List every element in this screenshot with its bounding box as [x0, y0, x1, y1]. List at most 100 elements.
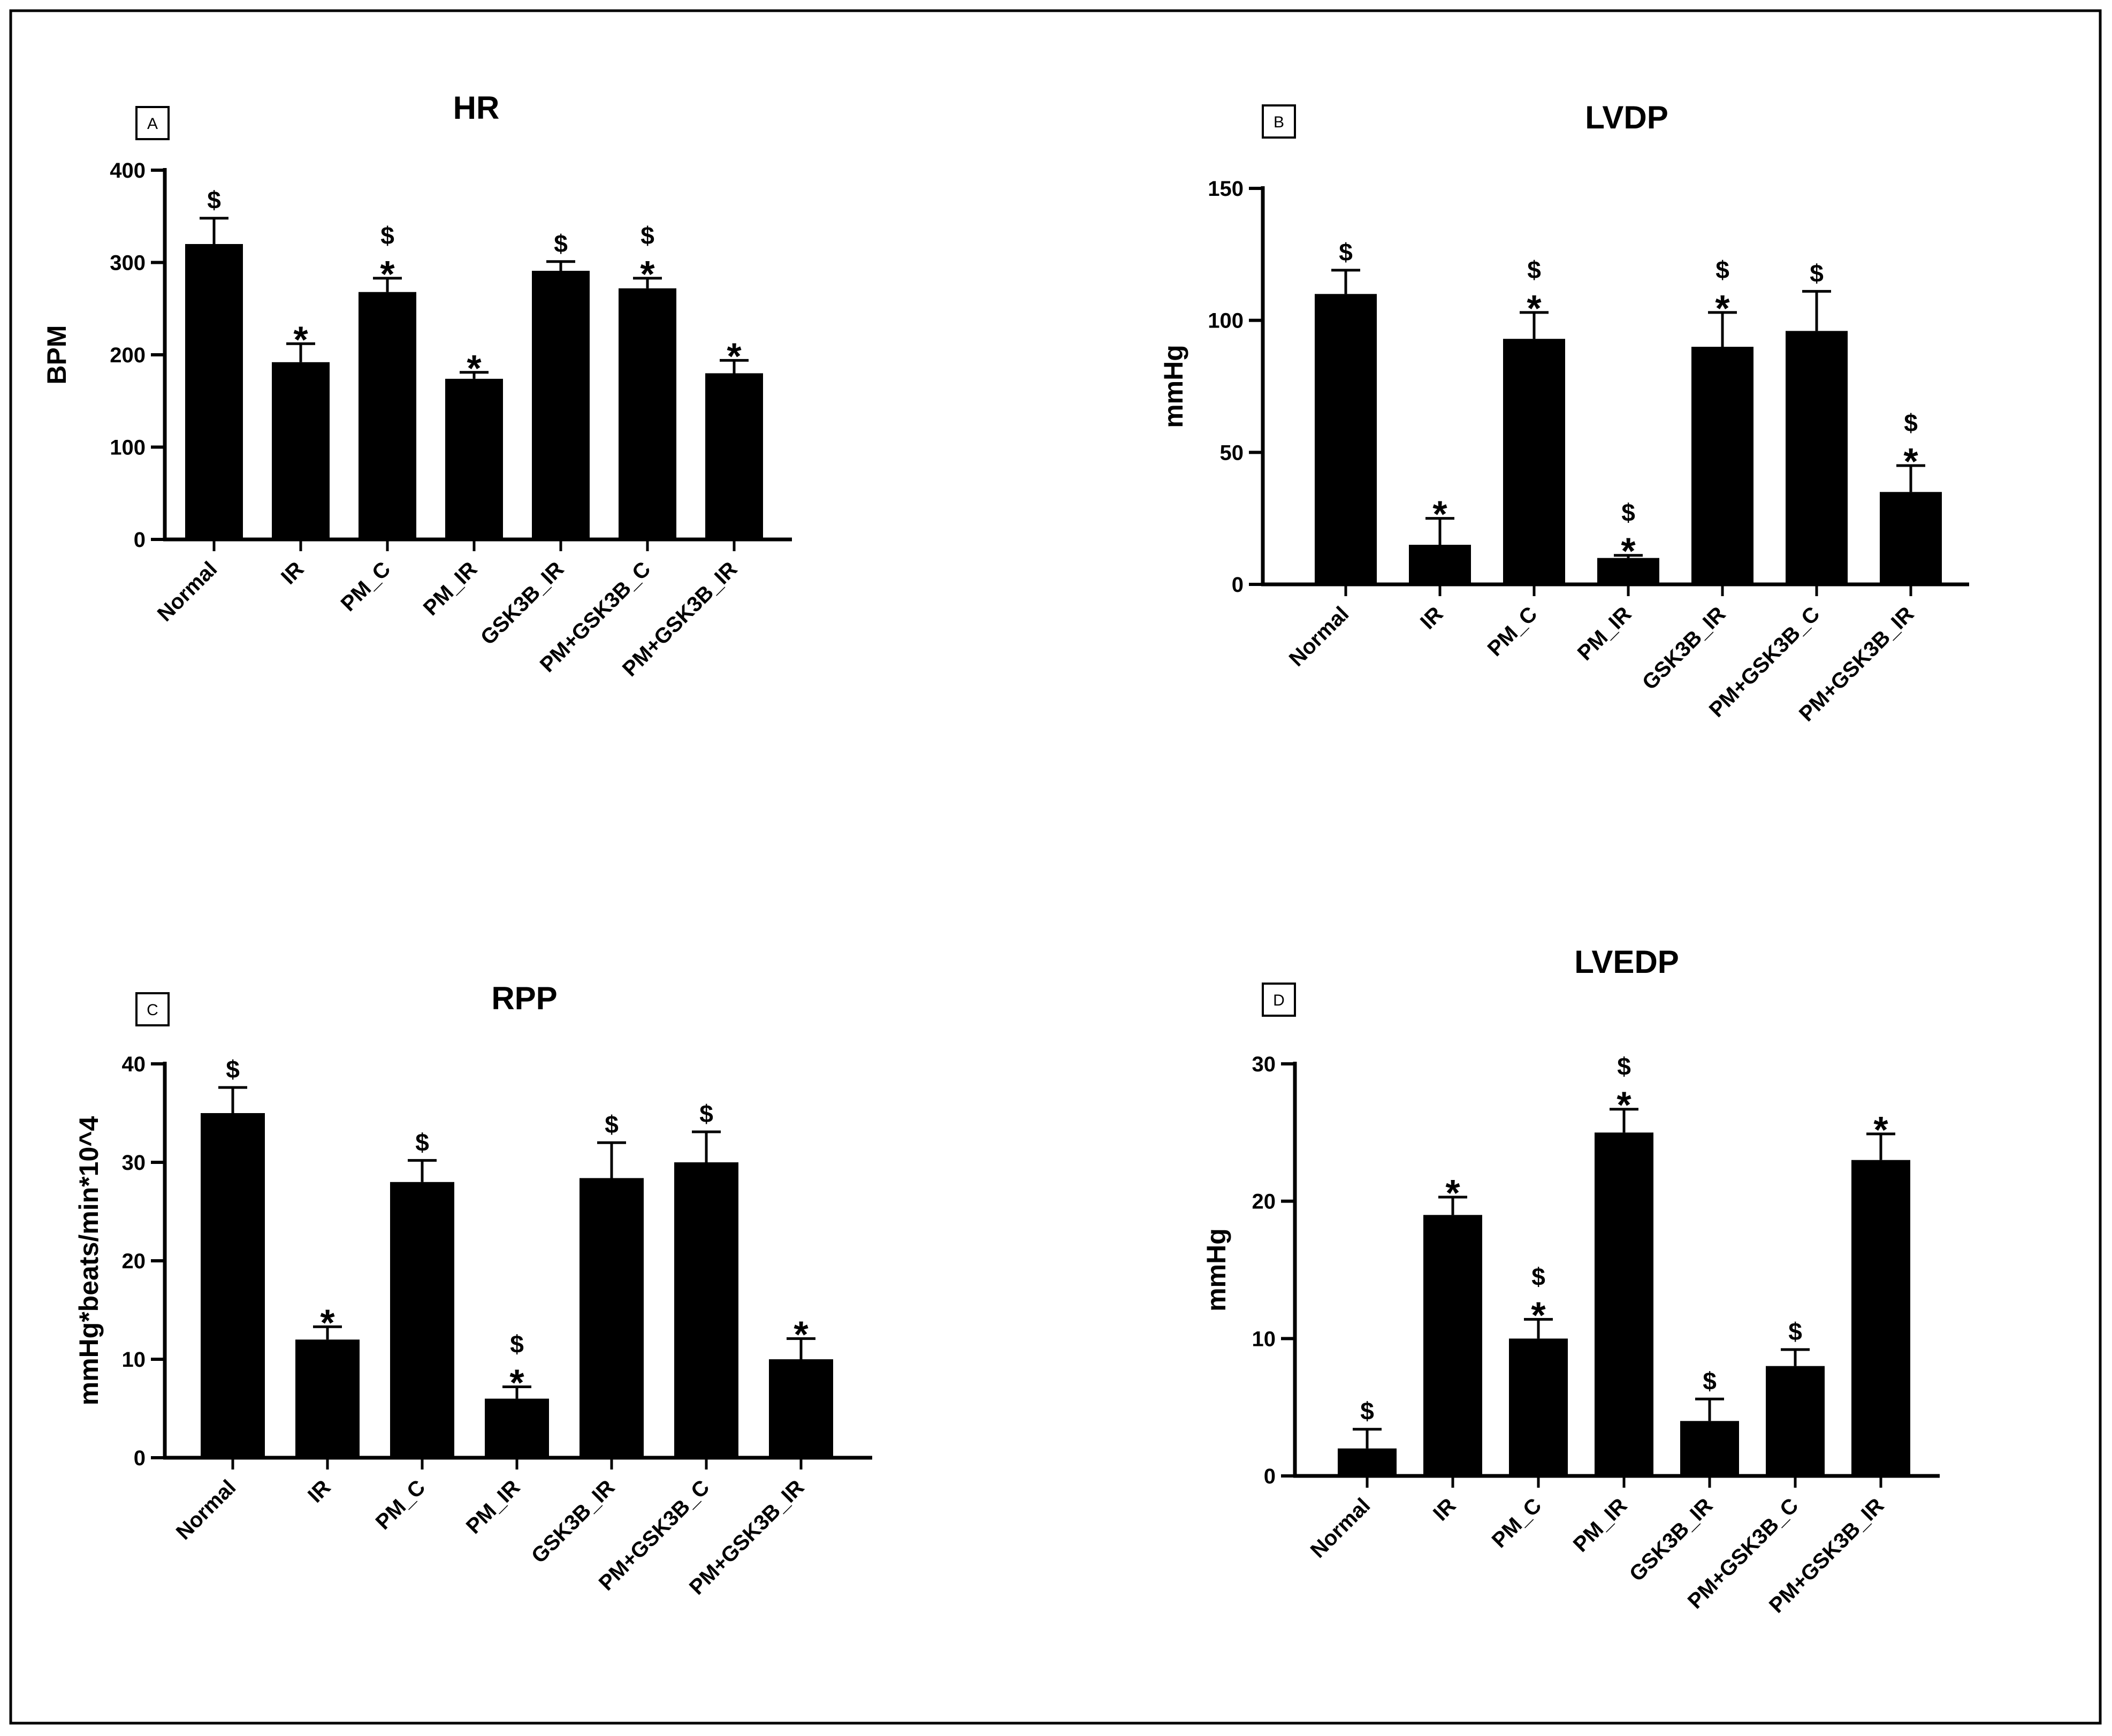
sig-dollar: $	[1531, 1262, 1545, 1290]
y-tick-label: 10	[1252, 1327, 1276, 1351]
sig-dollar: $	[1788, 1318, 1802, 1345]
sig-star: *	[1715, 287, 1730, 329]
panel-letter-box	[1262, 104, 1296, 139]
panel-letter: A	[147, 115, 158, 133]
sig-star: *	[380, 253, 395, 295]
sig-dollar: $	[554, 230, 568, 257]
sig-dollar: $	[1339, 238, 1353, 266]
sig-star: *	[1621, 530, 1636, 572]
chart-title: RPP	[491, 980, 557, 1016]
sig-star: *	[640, 253, 655, 295]
bar	[1766, 1366, 1825, 1476]
y-tick-label: 150	[1208, 177, 1244, 201]
y-tick-label: 400	[110, 159, 146, 182]
chart-title: LVDP	[1585, 100, 1668, 135]
bar	[1680, 1421, 1739, 1476]
y-tick-label: 300	[110, 252, 146, 275]
y-tick-label: 0	[1232, 573, 1244, 597]
sig-dollar: $	[1360, 1397, 1374, 1425]
sig-star: *	[1531, 1294, 1546, 1336]
bar	[1315, 294, 1377, 584]
y-tick-label: 20	[1252, 1190, 1276, 1214]
sig-dollar: $	[1810, 259, 1824, 287]
y-tick-label: 10	[122, 1348, 146, 1372]
bar	[390, 1182, 454, 1458]
sig-star: *	[1617, 1084, 1631, 1126]
bar	[1597, 558, 1659, 584]
bar	[201, 1113, 265, 1458]
sig-star: *	[1445, 1172, 1460, 1214]
sig-star: *	[320, 1301, 335, 1343]
sig-dollar: $	[510, 1330, 524, 1358]
bar	[1509, 1338, 1568, 1476]
sig-star: *	[794, 1313, 809, 1355]
panel-letter: C	[147, 1001, 158, 1019]
y-tick-label: 40	[122, 1053, 146, 1076]
y-axis-label: mmHg	[1201, 1228, 1231, 1312]
bar	[1691, 347, 1753, 584]
y-tick-label: 30	[1252, 1053, 1276, 1076]
sig-dollar: $	[641, 222, 654, 249]
sig-dollar: $	[1617, 1053, 1631, 1080]
sig-dollar: $	[226, 1055, 240, 1083]
y-axis-label: mmHg*beats/min*10^4	[74, 1116, 104, 1406]
sig-star: *	[1432, 493, 1447, 535]
sig-star: *	[509, 1362, 524, 1404]
bar	[1880, 492, 1942, 584]
bar	[1851, 1160, 1910, 1476]
bar	[272, 362, 330, 539]
y-axis-label: mmHg	[1158, 345, 1188, 428]
bar	[1338, 1448, 1397, 1476]
chart-title: LVEDP	[1574, 944, 1679, 980]
sig-dollar: $	[605, 1110, 619, 1138]
sig-dollar: $	[207, 186, 221, 214]
bar	[769, 1359, 833, 1458]
sig-star: *	[1873, 1109, 1888, 1151]
bar	[1423, 1215, 1482, 1476]
y-tick-label: 0	[1264, 1465, 1276, 1488]
sig-dollar: $	[1703, 1367, 1717, 1395]
bar	[580, 1178, 644, 1458]
bar	[1595, 1132, 1653, 1476]
sig-star: *	[293, 318, 308, 360]
bar	[1786, 331, 1848, 584]
sig-dollar: $	[380, 222, 394, 249]
bar	[674, 1162, 738, 1458]
panel-letter: D	[1273, 992, 1285, 1009]
sig-dollar: $	[699, 1100, 713, 1128]
panel-letter-box	[135, 106, 170, 140]
sig-dollar: $	[1621, 499, 1635, 527]
chart-title: HR	[453, 90, 500, 126]
sig-dollar: $	[415, 1128, 429, 1156]
bar	[445, 378, 503, 539]
bar	[185, 244, 243, 539]
panel-letter-box	[135, 992, 170, 1026]
bar	[1503, 339, 1565, 584]
sig-dollar: $	[1904, 409, 1918, 437]
y-tick-label: 50	[1220, 441, 1244, 465]
panel-letter-box	[1262, 983, 1296, 1017]
sig-star: *	[1527, 287, 1542, 329]
y-tick-label: 100	[110, 436, 146, 460]
y-tick-label: 30	[122, 1151, 146, 1175]
y-tick-label: 0	[134, 528, 146, 552]
y-tick-label: 20	[122, 1250, 146, 1273]
bar	[532, 271, 590, 539]
y-tick-label: 0	[134, 1446, 146, 1470]
bar	[619, 288, 676, 539]
bar	[295, 1339, 360, 1458]
sig-dollar: $	[1715, 256, 1729, 284]
y-tick-label: 200	[110, 344, 146, 367]
panel-letter: B	[1274, 113, 1284, 131]
sig-star: *	[1903, 440, 1918, 482]
bar	[359, 292, 416, 539]
sig-star: *	[727, 335, 742, 377]
sig-dollar: $	[1527, 256, 1541, 284]
bar	[485, 1398, 549, 1458]
panel-a: A HRBPM0100200300400$Normal*IR*$PM_C*PM_I…	[42, 90, 792, 681]
bar	[705, 373, 763, 539]
sig-star: *	[467, 347, 482, 389]
y-tick-label: 100	[1208, 309, 1244, 333]
bar	[1409, 545, 1471, 584]
